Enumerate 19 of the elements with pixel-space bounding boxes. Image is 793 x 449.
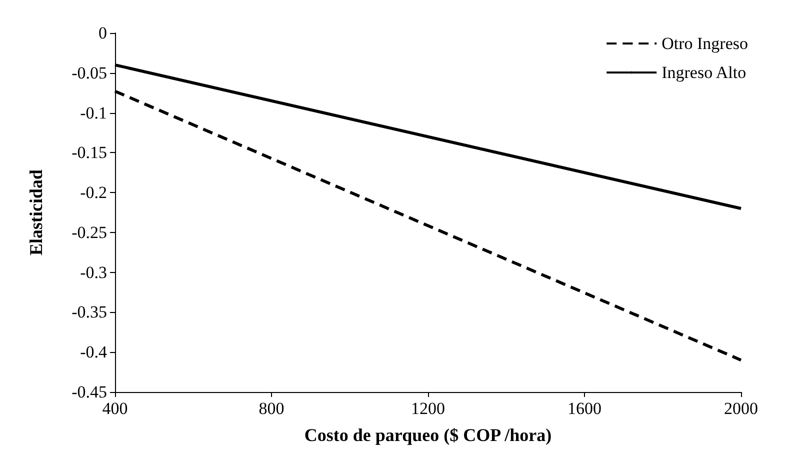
x-tick-label: 800 <box>258 399 284 418</box>
x-axis-title: Costo de parqueo ($ COP /hora) <box>304 425 552 445</box>
y-tick-label: -0.2 <box>80 183 107 202</box>
y-tick-label: -0.05 <box>72 63 107 82</box>
y-tick-label: -0.3 <box>80 262 107 282</box>
y-tick-label: 0 <box>98 24 107 42</box>
x-tick-label: 400 <box>102 399 128 418</box>
y-tick-label: -0.25 <box>72 222 107 242</box>
y-tick-label: -0.4 <box>80 342 108 362</box>
y-tick-label: -0.1 <box>80 103 107 122</box>
legend-label: Otro Ingreso <box>662 34 748 53</box>
x-tick-label: 2000 <box>724 399 758 418</box>
y-tick-label: -0.45 <box>72 382 107 402</box>
x-tick-label: 1200 <box>411 399 445 418</box>
legend-label: Ingreso Alto <box>662 63 746 82</box>
x-tick-label: 1600 <box>568 399 602 418</box>
y-tick-label: -0.15 <box>72 143 107 162</box>
y-axis-title: Elasticidad <box>26 169 46 256</box>
y-tick-label: -0.35 <box>72 302 107 322</box>
